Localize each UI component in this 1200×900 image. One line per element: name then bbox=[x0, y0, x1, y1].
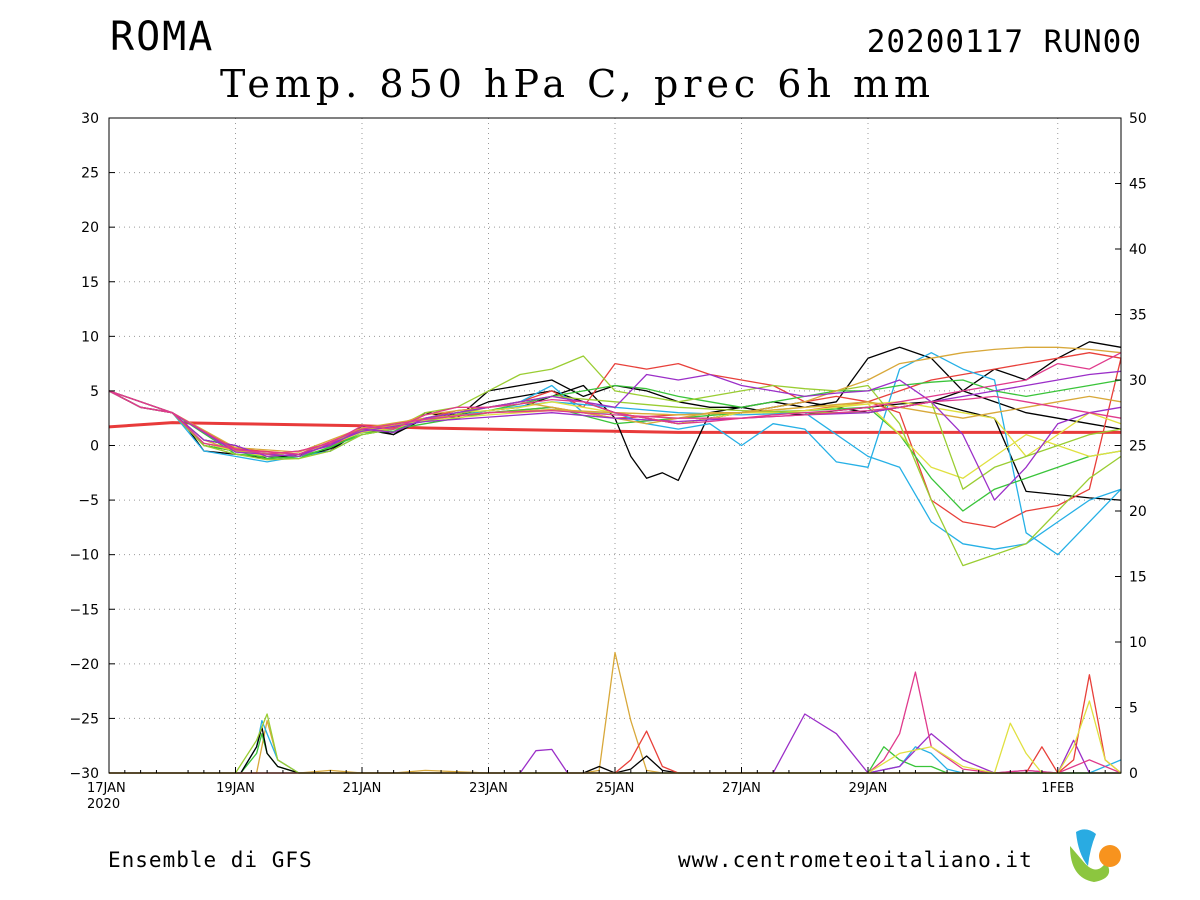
city-title: ROMA bbox=[110, 14, 215, 60]
temperature-member-line bbox=[108, 373, 1122, 501]
y2-tick-label: 10 bbox=[1129, 635, 1147, 651]
y-tick-label: 10 bbox=[81, 329, 99, 345]
model-source: Ensemble di GFS bbox=[108, 848, 313, 872]
y2-tick-label: 15 bbox=[1129, 570, 1147, 586]
y-tick-label: −25 bbox=[69, 711, 99, 727]
y-tick-label: 30 bbox=[81, 111, 99, 127]
chart-grid bbox=[109, 118, 1121, 773]
x-tick-label: 19JAN bbox=[216, 781, 255, 796]
x-tick-label: 21JAN bbox=[343, 781, 382, 796]
y-tick-label: −20 bbox=[69, 657, 99, 673]
y-tick-label: 20 bbox=[81, 220, 99, 236]
y2-tick-label: 0 bbox=[1129, 766, 1138, 782]
x-tick-label: 25JAN bbox=[596, 781, 635, 796]
y2-tick-label: 30 bbox=[1129, 373, 1147, 389]
x-tick-label: 23JAN bbox=[469, 781, 508, 796]
temperature-member-line bbox=[108, 355, 1122, 567]
y-tick-label: 15 bbox=[81, 275, 99, 291]
temperature-member-line bbox=[108, 379, 1122, 460]
y2-tick-label: 35 bbox=[1129, 308, 1147, 324]
y2-tick-label: 50 bbox=[1129, 111, 1147, 127]
temperature-series-layer bbox=[108, 341, 1122, 567]
climatology-line bbox=[108, 421, 1121, 434]
x-tick-label: 27JAN bbox=[722, 781, 761, 796]
climatology-layer bbox=[108, 421, 1121, 434]
y-tick-label: −5 bbox=[78, 493, 99, 509]
logo-green-leaf bbox=[1070, 846, 1110, 882]
x-tick-label: 17JAN bbox=[87, 781, 126, 796]
precipitation-member-line bbox=[109, 651, 1121, 774]
temperature-member-line bbox=[108, 390, 1122, 455]
website-link[interactable]: www.centrometeoitaliano.it bbox=[678, 848, 1033, 872]
y-tick-label: 25 bbox=[81, 166, 99, 182]
logo-blue-drop bbox=[1076, 829, 1096, 866]
precipitation-member-line bbox=[109, 700, 1122, 774]
y-tick-label: −10 bbox=[69, 548, 99, 564]
precipitation-member-line bbox=[109, 671, 1122, 774]
y2-tick-label: 20 bbox=[1129, 504, 1147, 520]
y2-tick-label: 25 bbox=[1129, 439, 1147, 455]
y2-tick-label: 45 bbox=[1129, 177, 1147, 193]
chart-subtitle: Temp. 850 hPa C, prec 6h mm bbox=[220, 62, 936, 106]
y2-tick-label: 5 bbox=[1129, 701, 1138, 717]
cmi-logo-icon bbox=[1070, 829, 1121, 882]
x-tick-sublabel: 2020 bbox=[87, 797, 120, 812]
left-axis: 30 25 20 15 10 5 0 −5 −10 −15 −20 −25 −30 bbox=[69, 111, 115, 782]
x-tick-label: 1FEB bbox=[1041, 781, 1074, 796]
y-tick-label: −15 bbox=[69, 602, 99, 618]
y-tick-label: 0 bbox=[90, 439, 99, 455]
precipitation-series-layer bbox=[109, 651, 1122, 774]
y-tick-label: −30 bbox=[69, 766, 99, 782]
logo-orange-sun bbox=[1099, 845, 1121, 867]
y2-tick-label: 40 bbox=[1129, 242, 1147, 258]
run-label: 20200117 RUN00 bbox=[866, 24, 1142, 60]
temperature-member-line bbox=[108, 390, 1122, 479]
y-tick-label: 5 bbox=[90, 384, 99, 400]
x-tick-label: 29JAN bbox=[849, 781, 888, 796]
temperature-member-line bbox=[108, 384, 1122, 501]
temperature-member-line bbox=[108, 390, 1122, 453]
